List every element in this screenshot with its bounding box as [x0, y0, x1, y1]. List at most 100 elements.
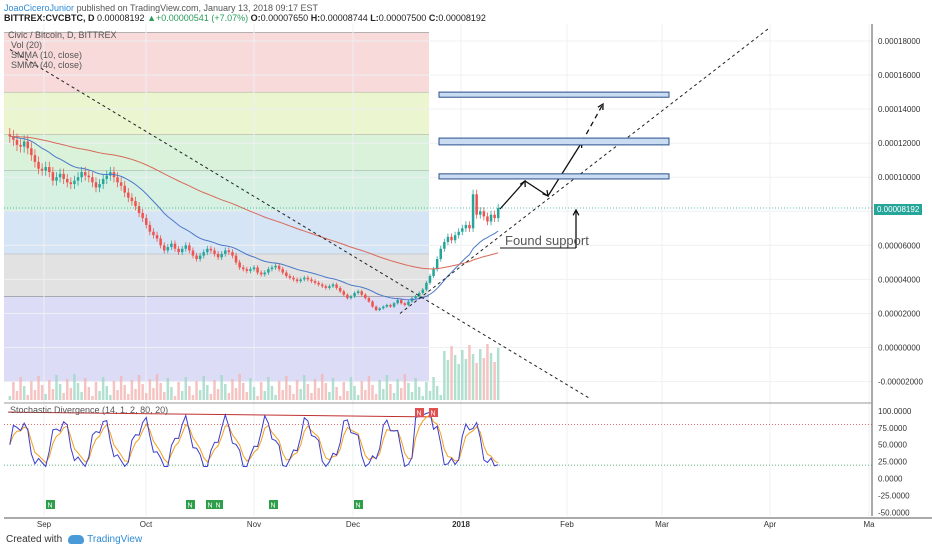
fib-zone-0: [4, 253, 429, 297]
volume-bar: [417, 387, 421, 400]
candle-body: [353, 293, 356, 297]
candle-body: [378, 308, 381, 311]
x-tick-label: Apr: [764, 520, 777, 529]
volume-bar: [252, 387, 256, 400]
volume-bar: [227, 393, 231, 400]
candle-body: [127, 192, 130, 198]
volume-bar: [471, 354, 475, 400]
candle-body: [30, 148, 33, 156]
candle-body: [432, 269, 435, 276]
candle-body: [496, 207, 500, 219]
buy-signal-label: N: [355, 503, 360, 510]
volume-bar: [360, 381, 363, 400]
volume-bar: [414, 378, 417, 400]
volume-bar: [180, 391, 184, 400]
candle-body: [335, 284, 338, 288]
volume-bar: [44, 394, 47, 400]
volume-bar: [137, 375, 141, 400]
low-label: L:: [370, 13, 379, 23]
target-boxes[interactable]: [438, 91, 670, 180]
candle-body: [414, 296, 417, 299]
candle-body: [256, 267, 259, 273]
candle-body: [471, 194, 475, 229]
volume-bar: [428, 391, 432, 400]
volume-bar: [213, 380, 216, 400]
candle-body: [486, 216, 489, 222]
volume-bar: [324, 383, 328, 400]
candle-body: [389, 304, 392, 307]
volume-bar: [313, 379, 317, 400]
volume-bar: [220, 375, 223, 400]
x-tick-label: Oct: [140, 520, 153, 529]
candle-body: [468, 224, 471, 229]
candle-body: [374, 306, 378, 311]
volume-bar: [12, 382, 15, 400]
downtrend-line: [9, 49, 591, 400]
volume-bar: [277, 381, 281, 400]
tradingview-logo[interactable]: TradingView: [68, 534, 142, 545]
candle-body: [224, 250, 227, 254]
smma10-line: [9, 135, 499, 301]
candle-body: [464, 224, 468, 229]
candle-body: [274, 265, 277, 268]
candle-body: [195, 255, 198, 259]
candle-body: [392, 303, 396, 307]
volume-bar: [478, 349, 482, 400]
volume-bar: [346, 391, 349, 400]
volume-bar: [403, 374, 407, 400]
volume-bar: [342, 382, 346, 400]
candle-body: [44, 167, 47, 171]
candlesticks: [8, 127, 500, 312]
volume-bar: [464, 359, 468, 400]
found-support-annotation[interactable]: Found support: [505, 233, 589, 248]
sell-signal-marker: [415, 408, 424, 417]
candle-body: [33, 155, 37, 162]
sell-signal-marker: [429, 408, 438, 417]
candle-body: [188, 245, 191, 251]
candle-body: [320, 284, 324, 287]
candle-body: [231, 252, 234, 256]
brand-label: TradingView: [87, 534, 143, 545]
buy-signal-label: N: [47, 503, 52, 510]
fib-zone-2: [4, 170, 429, 212]
last-price: 0.00008192: [97, 13, 145, 23]
published-text: published on TradingView.com, January 13…: [76, 3, 319, 13]
candle-body: [227, 250, 231, 253]
trend-drawings[interactable]: [4, 27, 872, 400]
legend-vol: Vol (20): [11, 40, 42, 50]
stoch-tick-label: 0.0000: [878, 475, 903, 484]
volume-bar: [295, 380, 299, 400]
volume-bar: [234, 388, 238, 400]
volume-bar: [356, 395, 360, 400]
candle-body: [98, 184, 101, 188]
candle-body: [62, 173, 65, 179]
arrow-head: [542, 189, 549, 198]
candle-body: [303, 277, 306, 280]
candle-body: [134, 201, 137, 207]
volume-bar: [267, 377, 270, 400]
candle-body: [292, 277, 295, 280]
author-link[interactable]: JoaoCiceroJunior: [4, 3, 75, 13]
candle-body: [22, 141, 26, 147]
volume-bar: [30, 381, 33, 400]
volume-bar: [274, 395, 277, 400]
candle-body: [281, 269, 284, 273]
volume-bar: [439, 395, 443, 400]
y-tick-label: 0.00012000: [878, 139, 921, 148]
volume-bar: [130, 380, 134, 400]
volume-bar: [468, 345, 471, 400]
volume-bar: [396, 379, 399, 400]
candle-body: [317, 282, 320, 285]
candle-body: [493, 214, 496, 219]
candle-body: [216, 253, 220, 258]
volume-bar: [195, 381, 198, 400]
volume-bar: [40, 385, 44, 400]
arrow-head: [597, 102, 604, 111]
volume-bar: [37, 376, 40, 400]
volume-bar: [453, 355, 457, 400]
volume-bar: [159, 383, 162, 400]
arrow-head: [572, 208, 580, 216]
volume-bar: [385, 375, 389, 400]
high-value: 0.00008744: [320, 13, 368, 23]
